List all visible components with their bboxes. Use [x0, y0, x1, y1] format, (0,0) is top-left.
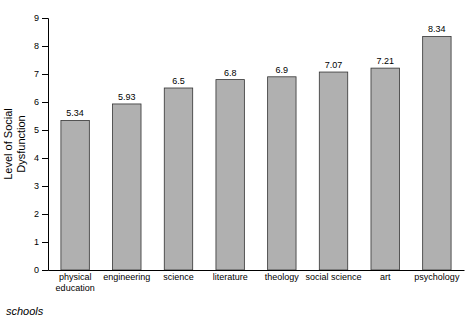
x-tick-label-line: art [380, 272, 391, 282]
x-axis-line [49, 270, 465, 271]
y-tick: 0 [34, 265, 48, 275]
y-tick-mark [42, 158, 48, 159]
x-tick: social science [305, 270, 361, 282]
y-tick-label: 1 [34, 237, 39, 247]
data-label: 7.21 [376, 56, 394, 66]
bar [164, 88, 192, 270]
x-tick-label-line: theology [265, 272, 300, 282]
x-tick: science [163, 270, 194, 282]
x-tick-label: science [163, 272, 194, 282]
y-tick: 6 [34, 97, 48, 107]
data-label: 7.07 [325, 60, 343, 70]
x-tick-label: psychology [414, 272, 460, 282]
x-tick-label: theology [265, 272, 300, 282]
bars [61, 36, 451, 270]
x-tick-label-line: engineering [103, 272, 150, 282]
x-tick-label-line: psychology [414, 272, 460, 282]
x-tick: engineering [103, 270, 150, 282]
y-tick: 5 [34, 125, 48, 135]
x-tick-label-line: science [163, 272, 194, 282]
plot-area: 5.34 5.93 6.5 6.8 6.9 7.07 7.21 8.34 0 1 2 3 4 5 6 7 8 9 p… [34, 13, 465, 292]
y-tick-label: 6 [34, 97, 39, 107]
x-tick-label: art [380, 272, 391, 282]
x-tick: literature [213, 270, 248, 282]
data-label: 6.5 [172, 76, 185, 86]
x-tick: psychology [414, 270, 460, 282]
bar [113, 104, 141, 270]
bar [371, 68, 399, 270]
data-label: 5.93 [118, 92, 136, 102]
y-axis-title-line: Dysfunction [15, 115, 27, 172]
y-tick-label: 2 [34, 209, 39, 219]
data-label: 6.9 [276, 65, 289, 75]
y-tick-label: 7 [34, 69, 39, 79]
y-tick-label: 3 [34, 181, 39, 191]
y-axis: 0 1 2 3 4 5 6 7 8 9 [34, 13, 49, 275]
data-labels: 5.34 5.93 6.5 6.8 6.9 7.07 7.21 8.34 [66, 24, 445, 118]
x-tick-label-line: education [56, 283, 95, 293]
bar [216, 80, 244, 270]
bar [319, 72, 347, 270]
y-tick: 3 [34, 181, 48, 191]
chart: 5.34 5.93 6.5 6.8 6.9 7.07 7.21 8.34 0 1 2 3 4 5 6 7 8 9 p… [0, 0, 474, 320]
y-tick-mark [42, 18, 48, 19]
y-tick-label: 8 [34, 41, 39, 51]
y-tick-mark [42, 74, 48, 75]
y-tick: 7 [34, 69, 48, 79]
y-tick-mark [42, 242, 48, 243]
data-label: 8.34 [428, 24, 446, 34]
y-tick-label: 5 [34, 125, 39, 135]
y-tick-mark [42, 186, 48, 187]
x-tick-label: social science [305, 272, 361, 282]
y-tick-mark [42, 102, 48, 103]
y-tick: 8 [34, 41, 48, 51]
x-tick-label-line: physical [59, 272, 92, 282]
y-tick-mark [42, 270, 48, 271]
y-tick: 1 [34, 237, 48, 247]
y-axis-title-line: Level of Social [2, 108, 14, 180]
x-tick-label-line: literature [213, 272, 248, 282]
y-tick-mark [42, 130, 48, 131]
x-tick-label: engineering [103, 272, 150, 282]
y-tick-label: 4 [34, 153, 39, 163]
y-tick: 4 [34, 153, 48, 163]
y-tick-mark [42, 46, 48, 47]
x-tick: theology [265, 270, 300, 282]
x-tick-label: physicaleducation [56, 272, 95, 292]
y-axis-title: Level of SocialDysfunction [2, 108, 27, 180]
y-tick-mark [42, 214, 48, 215]
x-tick: art [380, 270, 391, 282]
data-label: 6.8 [224, 68, 237, 78]
x-axis-title: schools [6, 305, 44, 317]
bar [61, 120, 89, 270]
x-tick: physicaleducation [56, 270, 95, 293]
x-tick-label-line: social science [305, 272, 361, 282]
y-tick: 2 [34, 209, 48, 219]
y-tick-label: 9 [34, 13, 39, 23]
x-axis: physicaleducation engineering science liter… [49, 270, 465, 293]
y-axis-line [42, 19, 49, 271]
bar [423, 36, 451, 270]
y-tick: 9 [34, 13, 48, 23]
x-tick-label: literature [213, 272, 248, 282]
y-tick-label: 0 [34, 265, 39, 275]
data-label: 5.34 [66, 108, 84, 118]
bar [268, 77, 296, 270]
